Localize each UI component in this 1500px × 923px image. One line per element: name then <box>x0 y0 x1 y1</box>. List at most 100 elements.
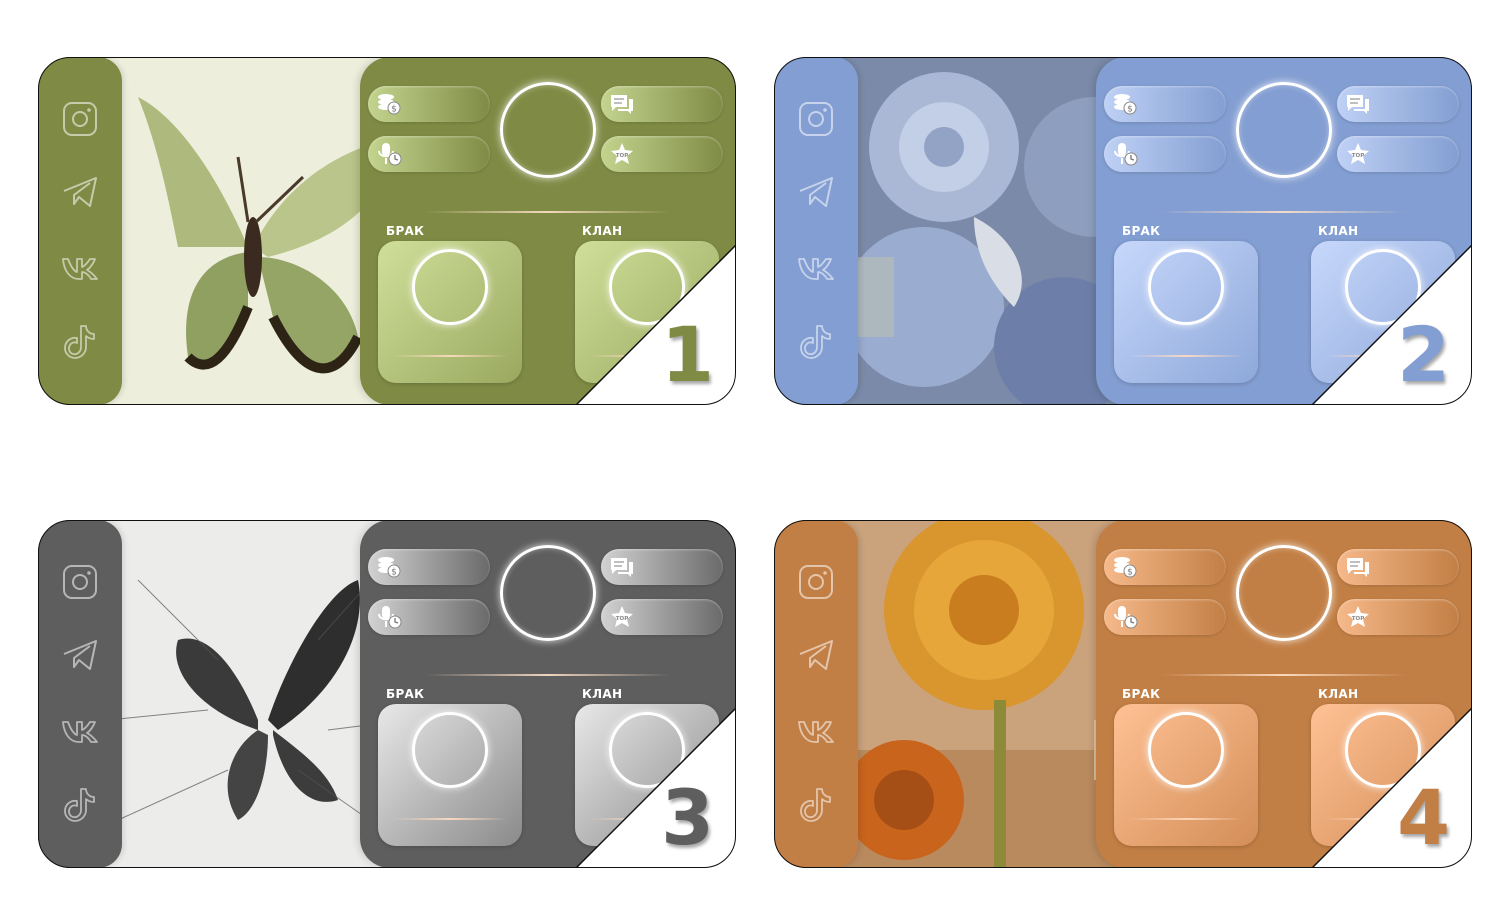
card-number: 2 <box>1397 310 1450 399</box>
top-star-icon: TOP <box>1345 142 1371 166</box>
svg-text:$: $ <box>391 105 397 115</box>
voice-time-pill[interactable] <box>368 599 490 635</box>
top-pill[interactable]: TOP <box>1337 136 1459 172</box>
divider <box>1161 674 1406 676</box>
voice-time-pill[interactable] <box>368 136 490 172</box>
corner-fold <box>1312 708 1472 868</box>
top-star-icon: TOP <box>609 142 635 166</box>
messages-pill[interactable] <box>601 86 723 122</box>
chat-icon <box>1345 92 1371 116</box>
box-divider <box>1128 355 1244 357</box>
voice-time-pill[interactable] <box>1104 599 1226 635</box>
mic-timer-icon <box>1112 605 1138 629</box>
avatar-ring[interactable] <box>500 82 596 178</box>
tiktok-icon[interactable] <box>796 321 836 361</box>
svg-text:$: $ <box>1127 568 1133 578</box>
divider <box>425 211 670 213</box>
marriage-label: БРАК <box>1122 224 1161 238</box>
svg-text:$: $ <box>391 568 397 578</box>
profile-card-4: $ TOP БРАК КЛАН 4 <box>774 520 1472 868</box>
social-sidebar <box>38 57 122 405</box>
card-number: 1 <box>661 310 714 399</box>
card-number: 4 <box>1397 773 1450 862</box>
clan-avatar <box>609 249 685 325</box>
instagram-icon[interactable] <box>796 562 836 602</box>
instagram-icon[interactable] <box>60 562 100 602</box>
social-sidebar <box>38 520 122 868</box>
marriage-box[interactable] <box>378 704 522 846</box>
svg-text:TOP: TOP <box>616 616 628 622</box>
box-divider <box>392 355 508 357</box>
partner-avatar <box>1148 712 1224 788</box>
marriage-box[interactable] <box>1114 241 1258 383</box>
instagram-icon[interactable] <box>796 99 836 139</box>
card-number: 3 <box>661 773 714 862</box>
svg-text:$: $ <box>1127 105 1133 115</box>
coins-pill[interactable]: $ <box>368 549 490 585</box>
profile-card-1: $ TOP БРАК КЛАН 1 <box>38 57 736 405</box>
instagram-icon[interactable] <box>60 99 100 139</box>
avatar-ring[interactable] <box>1236 82 1332 178</box>
box-divider <box>392 818 508 820</box>
coins-pill[interactable]: $ <box>368 86 490 122</box>
coins-pill[interactable]: $ <box>1104 549 1226 585</box>
clan-label: КЛАН <box>1318 687 1359 701</box>
marriage-label: БРАК <box>386 224 425 238</box>
box-divider <box>1128 818 1244 820</box>
social-sidebar <box>774 57 858 405</box>
telegram-icon[interactable] <box>60 172 100 212</box>
mic-timer-icon <box>1112 142 1138 166</box>
messages-pill[interactable] <box>1337 86 1459 122</box>
voice-time-pill[interactable] <box>1104 136 1226 172</box>
coins-icon: $ <box>1112 555 1138 579</box>
vk-icon[interactable] <box>796 710 836 750</box>
social-sidebar <box>774 520 858 868</box>
messages-pill[interactable] <box>1337 549 1459 585</box>
avatar-ring[interactable] <box>1236 545 1332 641</box>
telegram-icon[interactable] <box>796 172 836 212</box>
marriage-label: БРАК <box>386 687 425 701</box>
profile-card-2: $ TOP БРАК КЛАН 2 <box>774 57 1472 405</box>
tiktok-icon[interactable] <box>60 784 100 824</box>
corner-fold <box>576 245 736 405</box>
divider <box>1161 211 1406 213</box>
coins-icon: $ <box>1112 92 1138 116</box>
top-star-icon: TOP <box>1345 605 1371 629</box>
marriage-box[interactable] <box>378 241 522 383</box>
marriage-label: БРАК <box>1122 687 1161 701</box>
top-pill[interactable]: TOP <box>601 599 723 635</box>
svg-text:TOP: TOP <box>616 153 628 159</box>
messages-pill[interactable] <box>601 549 723 585</box>
top-pill[interactable]: TOP <box>601 136 723 172</box>
corner-fold <box>1312 245 1472 405</box>
telegram-icon[interactable] <box>60 635 100 675</box>
corner-fold <box>576 708 736 868</box>
chat-icon <box>609 92 635 116</box>
vk-icon[interactable] <box>60 247 100 287</box>
svg-text:TOP: TOP <box>1352 616 1364 622</box>
coins-icon: $ <box>376 555 402 579</box>
telegram-icon[interactable] <box>796 635 836 675</box>
profile-card-3: $ TOP БРАК КЛАН 3 <box>38 520 736 868</box>
clan-label: КЛАН <box>582 687 623 701</box>
svg-text:TOP: TOP <box>1352 153 1364 159</box>
partner-avatar <box>412 249 488 325</box>
mic-timer-icon <box>376 142 402 166</box>
partner-avatar <box>412 712 488 788</box>
tiktok-icon[interactable] <box>796 784 836 824</box>
top-pill[interactable]: TOP <box>1337 599 1459 635</box>
clan-avatar <box>1345 712 1421 788</box>
profile-panel: $ TOP БРАК КЛАН <box>1096 520 1472 868</box>
tiktok-icon[interactable] <box>60 321 100 361</box>
marriage-box[interactable] <box>1114 704 1258 846</box>
vk-icon[interactable] <box>796 247 836 287</box>
clan-label: КЛАН <box>1318 224 1359 238</box>
divider <box>425 674 670 676</box>
coins-pill[interactable]: $ <box>1104 86 1226 122</box>
clan-avatar <box>609 712 685 788</box>
top-star-icon: TOP <box>609 605 635 629</box>
mic-timer-icon <box>376 605 402 629</box>
coins-icon: $ <box>376 92 402 116</box>
avatar-ring[interactable] <box>500 545 596 641</box>
vk-icon[interactable] <box>60 710 100 750</box>
